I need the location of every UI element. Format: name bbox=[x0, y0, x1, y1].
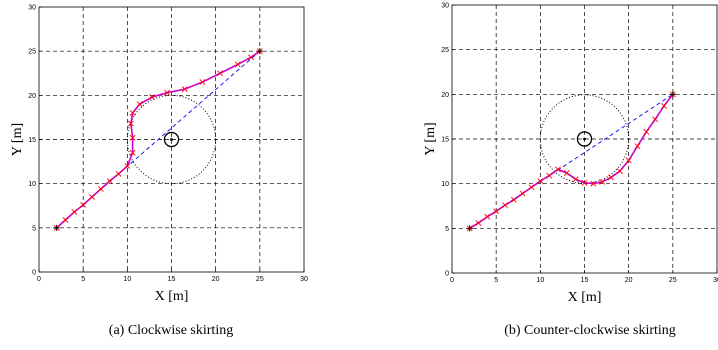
pa-goal-marker bbox=[256, 48, 263, 55]
pb-trajectory-point-10 bbox=[555, 166, 561, 173]
pa-start-marker bbox=[53, 224, 60, 231]
pb-obstacle-center bbox=[583, 137, 586, 141]
pa-obstacle-influence-circle bbox=[126, 94, 217, 185]
pb-ytick-label-0: 0 bbox=[445, 271, 449, 278]
pb-trajectory-point-15 bbox=[599, 178, 606, 185]
pa-trajectory-point-7 bbox=[115, 171, 122, 177]
pa-trajectory-point-12 bbox=[129, 110, 136, 116]
pa-trajectory-point-8 bbox=[124, 163, 131, 169]
pb-ytick-label-15: 15 bbox=[441, 137, 449, 144]
pb-trajectory-point-11 bbox=[563, 170, 570, 176]
pa-xtick-label-25: 25 bbox=[256, 276, 264, 283]
pa-trajectory-point-2 bbox=[71, 209, 78, 215]
pb-trajectory-point-8 bbox=[537, 178, 544, 184]
pb-obstacle-circle bbox=[576, 131, 593, 147]
pa-trajectory-point-19 bbox=[234, 61, 241, 68]
pa-trajectory-point-18 bbox=[217, 70, 224, 77]
pb-ytick-label-25: 25 bbox=[441, 47, 449, 54]
pa-ytick-label-5: 5 bbox=[32, 225, 36, 232]
pb-ytick-label-10: 10 bbox=[441, 181, 449, 188]
pb-trajectory-point-2 bbox=[484, 213, 491, 220]
pb-trajectory-point-16 bbox=[608, 174, 614, 181]
pb-xtick-label-10: 10 bbox=[536, 277, 544, 284]
pb-trajectory-point-17 bbox=[616, 168, 623, 175]
pb-trajectory-point-20 bbox=[643, 128, 650, 135]
pa-trajectory-point-9 bbox=[129, 149, 136, 156]
pb-ytick-label-20: 20 bbox=[441, 92, 449, 99]
panel-a: 0 5 10 15 20 25 30 0 5 10 15 20 25 30 X [m] Y [m] bbox=[10, 5, 308, 305]
pb-trajectory-point-22 bbox=[661, 103, 667, 109]
pb-trajectory-point-6 bbox=[519, 190, 526, 197]
pb-x-axis-label: X [m] bbox=[568, 290, 602, 305]
pb-trajectory-point-14 bbox=[590, 180, 597, 187]
pa-y-axis-label: Y [m] bbox=[10, 123, 25, 156]
pa-obstacle-center bbox=[170, 138, 173, 141]
pa-trajectory-point-17 bbox=[199, 79, 206, 86]
pa-xtick-label-30: 30 bbox=[300, 276, 308, 283]
pa-xtick-label-10: 10 bbox=[123, 276, 131, 283]
pb-ytick-label-5: 5 bbox=[445, 226, 449, 233]
pb-xtick-label-20: 20 bbox=[625, 277, 633, 284]
pb-xtick-label-30: 30 bbox=[713, 277, 718, 284]
pa-trajectory-point-20 bbox=[248, 54, 254, 61]
pa-xtick-label-5: 5 bbox=[81, 276, 85, 283]
pa-trajectory-line bbox=[56, 50, 261, 229]
pa-trajectory-point-15 bbox=[164, 89, 171, 96]
pb-trajectory-point-12 bbox=[572, 176, 579, 183]
pb-trajectory-point-3 bbox=[493, 208, 500, 215]
pa-trajectory-point-13 bbox=[136, 101, 143, 108]
pb-xtick-label-15: 15 bbox=[581, 277, 589, 284]
pb-goal-marker bbox=[669, 91, 676, 98]
pa-trajectory-point-3 bbox=[80, 201, 87, 208]
pb-trajectory-point-18 bbox=[625, 157, 632, 164]
pb-straight-line-line bbox=[469, 93, 674, 229]
pa-ytick-label-0: 0 bbox=[32, 270, 36, 277]
pa-ytick-label-15: 15 bbox=[28, 137, 36, 144]
pb-xtick-label-0: 0 bbox=[450, 277, 454, 284]
pa-obstacle-circle bbox=[163, 131, 180, 148]
pa-trajectory-point-14 bbox=[149, 94, 155, 101]
pb-trajectory-point-7 bbox=[528, 184, 535, 191]
pb-trajectory-point-19 bbox=[634, 143, 641, 150]
caption-b: (b) Counter-clockwise skirting bbox=[504, 323, 676, 338]
pa-trajectory-point-1 bbox=[62, 216, 69, 223]
pb-trajectory-point-21 bbox=[652, 116, 659, 123]
pa-ytick-label-20: 20 bbox=[28, 93, 36, 100]
pa-trajectory-point-10 bbox=[129, 134, 136, 141]
pa-trajectory-point-4 bbox=[89, 193, 95, 200]
pb-trajectory-point-1 bbox=[475, 220, 482, 226]
pa-xtick-label-20: 20 bbox=[212, 276, 220, 283]
pb-trajectory-point-13 bbox=[581, 179, 588, 186]
pb-xtick-label-25: 25 bbox=[669, 277, 677, 284]
pa-ytick-label-10: 10 bbox=[28, 181, 36, 188]
pa-xtick-label-0: 0 bbox=[37, 276, 41, 283]
pb-start-marker bbox=[466, 225, 473, 232]
pa-trajectory-point-5 bbox=[97, 186, 104, 192]
pb-trajectory-point-5 bbox=[510, 196, 517, 203]
pb-xtick-label-5: 5 bbox=[494, 277, 498, 284]
pa-trajectory-point-11 bbox=[127, 120, 134, 127]
pa-trajectory-point-6 bbox=[106, 178, 113, 184]
pa-xtick-label-15: 15 bbox=[168, 276, 176, 283]
pa-ytick-label-30: 30 bbox=[28, 5, 36, 12]
pa-x-axis-label: X [m] bbox=[155, 289, 189, 304]
pb-y-axis-label: Y [m] bbox=[423, 122, 438, 155]
pa-trajectory-point-16 bbox=[181, 86, 188, 93]
pb-trajectory-point-9 bbox=[546, 172, 553, 179]
panel-b: 0 5 10 15 20 25 30 0 5 10 15 20 25 30 X [m] Y [m] bbox=[423, 3, 718, 306]
pb-ytick-label-30: 30 bbox=[441, 3, 449, 10]
pa-ytick-label-25: 25 bbox=[28, 49, 36, 56]
pb-trajectory-point-4 bbox=[502, 202, 508, 209]
caption-a: (a) Clockwise skirting bbox=[109, 323, 233, 338]
